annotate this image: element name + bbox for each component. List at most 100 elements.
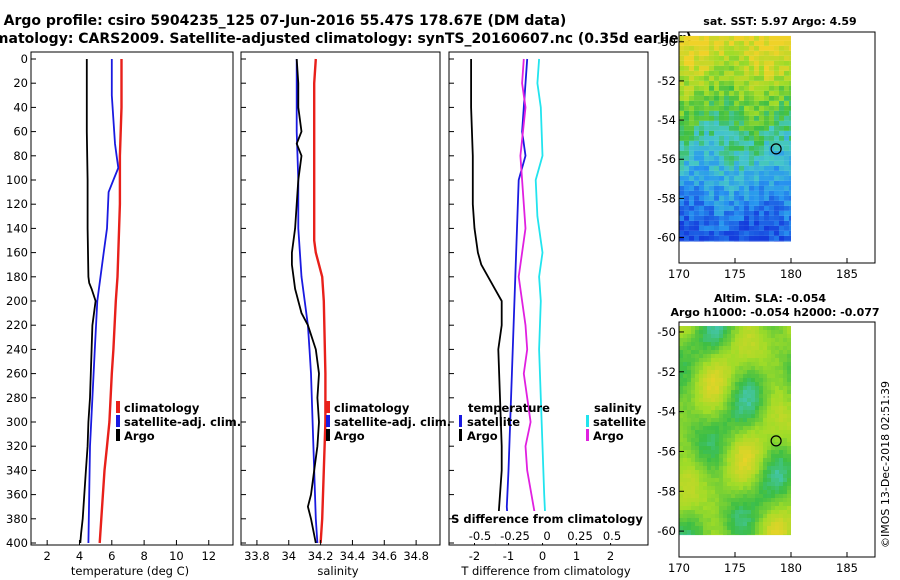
sla-heatmap-cell [715,406,719,410]
sst-heatmap-cell [694,140,699,146]
sla-heatmap-cell [731,514,735,518]
sst-heatmap-cell [779,95,784,101]
sst-heatmap-cell [699,110,704,116]
sst-heatmap-cell [739,155,744,161]
sla-ytick-label: -58 [657,484,676,498]
sst-heatmap-cell [699,55,704,61]
sla-heatmap-cell [683,426,687,430]
sla-heatmap-cell [775,346,779,350]
sla-heatmap-cell [755,442,759,446]
sst-heatmap-cell [739,55,744,61]
sst-heatmap-cell [684,55,689,61]
sla-heatmap-cell [743,382,747,386]
sst-heatmap-cell [724,70,729,76]
sla-heatmap-cell [707,374,711,378]
sst-heatmap-cell [739,185,744,191]
sla-heatmap-cell [771,450,775,454]
sla-heatmap-cell [723,502,727,506]
sst-heatmap-cell [769,140,774,146]
sla-heatmap-cell [751,378,755,382]
sla-heatmap-cell [735,418,739,422]
sla-heatmap-cell [699,390,703,394]
sst-heatmap-cell [759,95,764,101]
sst-heatmap-cell [764,200,769,206]
sla-heatmap-cell [711,490,715,494]
sla-heatmap-cell [751,502,755,506]
sla-heatmap-cell [683,374,687,378]
sst-heatmap-cell [729,240,734,242]
sla-heatmap-cell [775,366,779,370]
sst-heatmap-cell [784,110,789,116]
sst-heatmap-cell [734,75,739,81]
sla-heatmap-cell [735,346,739,350]
sla-heatmap-cell [747,434,751,438]
sla-heatmap-cell [739,386,743,390]
sla-heatmap-cell [703,426,707,430]
temperature-ytick-label: 140 [6,221,28,235]
sla-heatmap-cell [687,330,691,334]
sla-heatmap-cell [747,374,751,378]
sla-heatmap-cell [711,390,715,394]
sla-heatmap-cell [711,442,715,446]
sla-heatmap-cell [727,334,731,338]
sla-heatmap-cell [751,462,755,466]
sla-heatmap-cell [763,446,767,450]
sla-heatmap-cell [679,454,683,458]
sla-heatmap-cell [695,390,699,394]
sst-heatmap [679,35,791,242]
sla-heatmap-cell [763,486,767,490]
sla-heatmap-cell [747,534,751,536]
sla-heatmap-cell [783,478,787,482]
sla-heatmap-cell [683,434,687,438]
sla-heatmap-cell [691,482,695,486]
sst-heatmap-cell [684,195,689,201]
sst-heatmap-cell [689,155,694,161]
sst-heatmap-cell [734,85,739,91]
sla-heatmap-cell [771,326,775,330]
sst-heatmap-cell [749,220,754,226]
sla-heatmap-cell [747,510,751,514]
sst-heatmap-cell [689,85,694,91]
sla-heatmap-cell [691,398,695,402]
sst-heatmap-cell [709,45,714,51]
sla-heatmap-cell [699,474,703,478]
sst-heatmap-cell [724,125,729,131]
sst-heatmap-cell [724,165,729,171]
sla-heatmap-cell [775,450,779,454]
sla-heatmap-cell [695,506,699,510]
sst-heatmap-cell [744,80,749,86]
sla-heatmap-cell [691,486,695,490]
sst-heatmap-cell [749,165,754,171]
sla-heatmap-cell [683,418,687,422]
sla-heatmap-cell [739,482,743,486]
sla-heatmap-cell [767,326,771,330]
sla-heatmap-cell [707,462,711,466]
sla-heatmap-cell [687,526,691,530]
sst-heatmap-cell [759,145,764,151]
sla-heatmap-cell [747,498,751,502]
sla-heatmap-cell [771,510,775,514]
sla-heatmap-cell [767,430,771,434]
sst-heatmap-cell [734,95,739,101]
sla-heatmap-cell [691,470,695,474]
sst-heatmap-cell [704,120,709,126]
sla-heatmap-cell [723,402,727,406]
sst-heatmap-cell [724,170,729,176]
difference-axes: -2 -1 0 1 2 [449,58,614,563]
sla-heatmap-cell [687,522,691,526]
sla-heatmap-cell [783,386,787,390]
sla-heatmap-cell [719,438,723,442]
sst-heatmap-cell [709,220,714,226]
sla-heatmap-cell [699,478,703,482]
sst-heatmap-cell [769,110,774,116]
sla-heatmap-cell [755,350,759,354]
sla-heatmap-cell [743,362,747,366]
sla-heatmap-cell [695,418,699,422]
sst-heatmap-cell [734,90,739,96]
sla-heatmap-cell [755,410,759,414]
sla-heatmap-cell [707,522,711,526]
sst-heatmap-cell [704,90,709,96]
sla-heatmap-cell [703,374,707,378]
sst-heatmap-cell [724,80,729,86]
sla-heatmap-cell [707,454,711,458]
